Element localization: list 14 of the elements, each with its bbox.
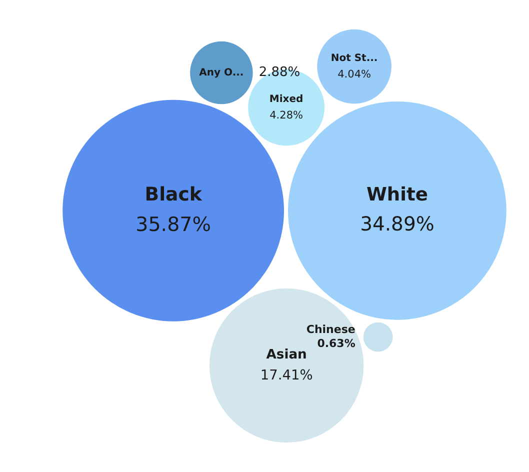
category-label: Chinese (306, 322, 356, 336)
data-label: 0.63% (317, 336, 356, 350)
data-label: 2.88% (258, 65, 300, 80)
category-label: Asian (266, 347, 307, 362)
data-label: 4.04% (338, 68, 371, 80)
category-label: Any O... (199, 67, 244, 78)
category-label: White (366, 184, 428, 206)
data-label: 35.87% (136, 212, 211, 236)
data-label: 4.28% (270, 109, 303, 122)
category-label: Not St... (330, 53, 378, 64)
category-label: Mixed (269, 94, 304, 106)
data-label: 17.41% (260, 368, 313, 384)
category-label: Black (144, 184, 202, 206)
data-label: 34.89% (360, 212, 434, 236)
